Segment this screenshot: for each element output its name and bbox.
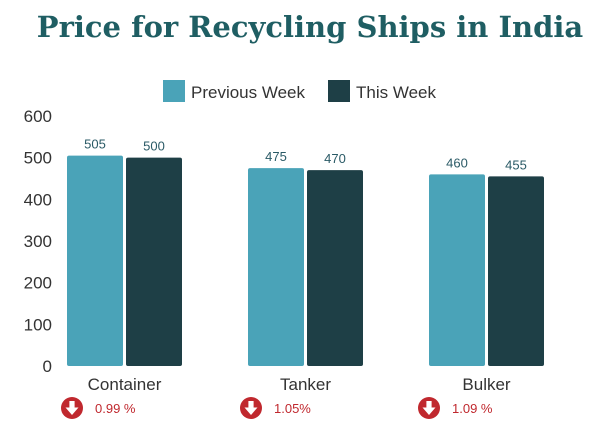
change-percent-label: 0.99 % xyxy=(95,401,136,416)
change-indicator: 1.05% xyxy=(240,397,311,419)
bar-container-previous-week xyxy=(67,155,123,366)
bar-value-label: 505 xyxy=(84,137,106,152)
bar-bulker-previous-week xyxy=(429,174,485,366)
legend: Previous Week This Week xyxy=(163,80,436,102)
legend-label: Previous Week xyxy=(191,83,306,102)
y-tick-label: 600 xyxy=(24,107,52,126)
x-tick-label: Bulker xyxy=(462,375,511,394)
x-tick-label: Tanker xyxy=(280,375,331,394)
chart-title: Price for Recycling Ships in India xyxy=(37,10,584,44)
change-indicators: 0.99 % 1.05% 1.09 % xyxy=(61,397,493,419)
legend-item: Previous Week xyxy=(163,80,306,102)
bar-bulker-this-week xyxy=(488,176,544,366)
y-tick-label: 500 xyxy=(24,149,52,168)
bar-value-label: 455 xyxy=(505,157,527,172)
legend-swatch xyxy=(163,80,185,102)
y-axis: 0 100 200 300 400 500 600 xyxy=(24,107,52,376)
y-tick-label: 100 xyxy=(24,315,52,334)
legend-item: This Week xyxy=(328,80,436,102)
change-indicator: 0.99 % xyxy=(61,397,136,419)
bar-value-label: 470 xyxy=(324,151,346,166)
down-arrow-icon xyxy=(240,397,262,419)
bar-value-label: 460 xyxy=(446,155,468,170)
y-tick-label: 200 xyxy=(24,274,52,293)
bar-tanker-this-week xyxy=(307,170,363,366)
bar-container-this-week xyxy=(126,157,182,366)
legend-swatch xyxy=(328,80,350,102)
change-percent-label: 1.05% xyxy=(274,401,311,416)
down-arrow-icon xyxy=(61,397,83,419)
y-tick-label: 0 xyxy=(43,357,52,376)
y-tick-label: 300 xyxy=(24,232,52,251)
x-tick-label: Container xyxy=(88,375,162,394)
change-indicator: 1.09 % xyxy=(418,397,493,419)
bars-group: 505 500 475 470 460 455 xyxy=(67,137,544,366)
change-percent-label: 1.09 % xyxy=(452,401,493,416)
x-axis: Container Tanker Bulker xyxy=(88,375,511,394)
y-tick-label: 400 xyxy=(24,190,52,209)
bar-value-label: 500 xyxy=(143,139,165,154)
legend-label: This Week xyxy=(356,83,436,102)
down-arrow-icon xyxy=(418,397,440,419)
bar-value-label: 475 xyxy=(265,149,287,164)
bar-tanker-previous-week xyxy=(248,168,304,366)
